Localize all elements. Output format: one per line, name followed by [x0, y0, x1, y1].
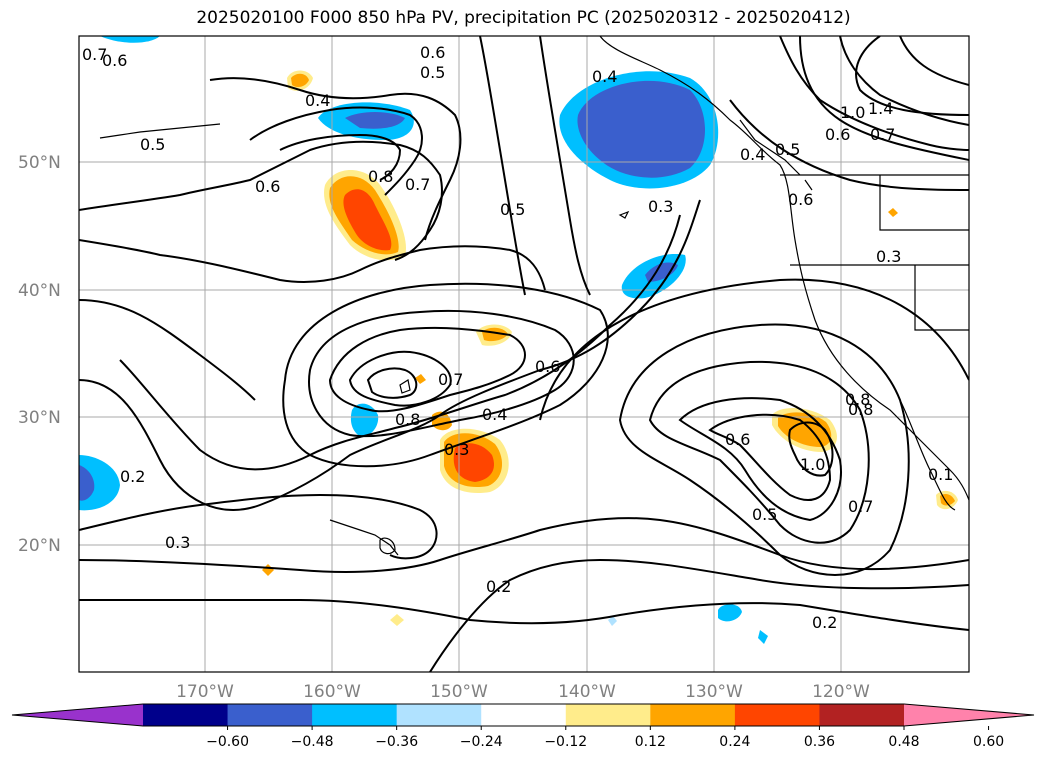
contour-label: 0.7 — [870, 125, 895, 144]
colorbar-swatch — [819, 704, 905, 726]
lon-label-140w: 140°W — [558, 682, 616, 702]
contour-label: 1.0 — [840, 103, 865, 122]
colorbar-tick-label: 0.12 — [635, 734, 666, 750]
contour-label: 0.5 — [140, 135, 165, 154]
colorbar-tick-label: 0.36 — [804, 734, 835, 750]
colorbar-swatch — [312, 704, 398, 726]
latitude-labels: 50°N 40°N 30°N 20°N — [18, 153, 61, 556]
contour-label: 0.4 — [592, 67, 617, 86]
contour-label: 0.6 — [788, 190, 813, 209]
contour-label: 0.8 — [848, 400, 873, 419]
contour-label: 0.3 — [444, 440, 469, 459]
lat-label-20n: 20°N — [18, 536, 61, 556]
colorbar-extend-low — [12, 704, 143, 726]
contour-label: 0.3 — [648, 197, 673, 216]
contour-label: 0.4 — [740, 145, 765, 164]
colorbar-swatch — [481, 704, 567, 726]
coastlines — [99, 36, 969, 556]
lon-label-170w: 170°W — [176, 682, 234, 702]
longitude-labels: 170°W 160°W 150°W 140°W 130°W 120°W — [176, 682, 870, 702]
lat-label-40n: 40°N — [18, 281, 61, 301]
lon-label-130w: 130°W — [685, 682, 743, 702]
contour-label: 0.5 — [752, 505, 777, 524]
contour-label: 0.7 — [848, 497, 873, 516]
contour-label: 0.7 — [405, 175, 430, 194]
lat-label-50n: 50°N — [18, 153, 61, 173]
colorbar-swatch — [734, 704, 820, 726]
contour-label: 0.3 — [876, 247, 901, 266]
lat-label-30n: 30°N — [18, 408, 61, 428]
colorbar-swatch — [650, 704, 736, 726]
contour-label: 0.2 — [812, 613, 837, 632]
contour-label: 0.5 — [420, 63, 445, 82]
contour-label: 0.8 — [395, 410, 420, 429]
contour-label: 0.6 — [255, 177, 280, 196]
lon-label-120w: 120°W — [812, 682, 870, 702]
colorbar-tick-label: 0.48 — [888, 734, 919, 750]
colorbar-tick-label: −0.36 — [375, 734, 418, 750]
colorbar-tick-label: −0.48 — [291, 734, 334, 750]
contour-label: 1.0 — [800, 455, 825, 474]
lon-label-150w: 150°W — [430, 682, 488, 702]
colorbar-extend-high — [904, 704, 1034, 726]
colorbar-tick-label: 0.60 — [973, 734, 1004, 750]
contour-label: 0.8 — [368, 167, 393, 186]
contour-label: 0.2 — [120, 467, 145, 486]
colorbar-swatch — [396, 704, 482, 726]
colorbar-tick-label: 0.24 — [719, 734, 750, 750]
contour-labels: 0.7 0.6 0.6 0.5 0.4 0.5 0.6 0.8 0.7 0.5 … — [82, 43, 953, 632]
colorbar-outline — [11, 703, 1035, 727]
figure-title: 2025020100 F000 850 hPa PV, precipitatio… — [196, 8, 851, 28]
precip-negative-shading — [79, 36, 768, 644]
contour-label: 0.1 — [928, 465, 953, 484]
contour-label: 0.2 — [486, 577, 511, 596]
colorbar-swatch — [565, 704, 651, 726]
lon-label-160w: 160°W — [303, 682, 361, 702]
colorbar-swatch — [143, 704, 229, 726]
contour-label: 0.7 — [82, 45, 107, 64]
contour-label: 0.5 — [500, 200, 525, 219]
contour-label: 0.3 — [165, 533, 190, 552]
contour-label: 0.6 — [825, 125, 850, 144]
contour-label: 0.6 — [420, 43, 445, 62]
colorbar-tick-label: −0.60 — [206, 734, 249, 750]
pv-contours — [79, 36, 969, 672]
map-frame — [78, 35, 970, 673]
contour-label: 0.8 — [845, 390, 870, 409]
contour-label: 0.5 — [775, 140, 800, 159]
colorbar-tick-label: −0.24 — [460, 734, 503, 750]
contour-label: 0.4 — [305, 91, 330, 110]
colorbar: −0.60 −0.48 −0.36 −0.24 −0.12 0.12 0.24 0.36 0.4… — [11, 703, 1035, 750]
colorbar-swatch — [227, 704, 313, 726]
colorbar-tick-label: −0.12 — [544, 734, 587, 750]
contour-label: 0.7 — [438, 370, 463, 389]
contour-label: 0.6 — [535, 357, 560, 376]
contour-label: 0.6 — [725, 430, 750, 449]
precip-positive-shading — [262, 70, 958, 626]
contour-label: 1.4 — [868, 99, 893, 118]
contour-label: 0.4 — [482, 405, 507, 424]
contour-label: 0.6 — [102, 51, 127, 70]
